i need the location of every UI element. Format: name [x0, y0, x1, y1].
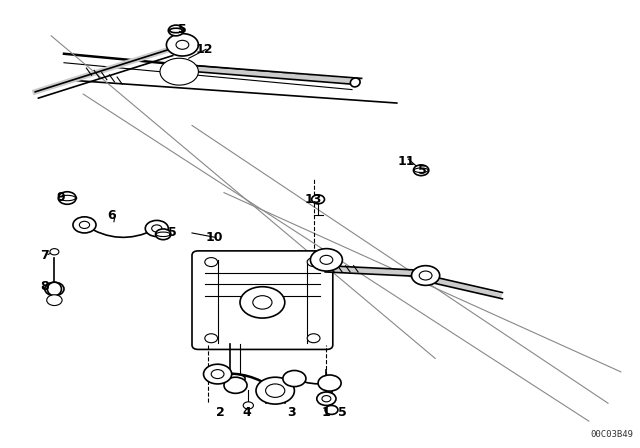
Circle shape — [58, 192, 76, 204]
Circle shape — [160, 58, 198, 85]
Circle shape — [204, 364, 232, 384]
Circle shape — [312, 195, 324, 204]
Circle shape — [320, 255, 333, 264]
Text: 9: 9 — [56, 190, 65, 204]
Circle shape — [413, 165, 429, 176]
Text: 6: 6 — [108, 208, 116, 222]
Text: 5: 5 — [338, 405, 347, 419]
Circle shape — [243, 402, 253, 409]
Text: 11: 11 — [397, 155, 415, 168]
Ellipse shape — [414, 168, 428, 172]
Circle shape — [266, 384, 285, 397]
Ellipse shape — [47, 282, 61, 296]
Text: 1: 1 — [322, 405, 331, 419]
Ellipse shape — [226, 374, 245, 383]
Circle shape — [47, 295, 62, 306]
Circle shape — [168, 25, 184, 36]
Circle shape — [45, 282, 64, 296]
Circle shape — [240, 287, 285, 318]
Circle shape — [79, 221, 90, 228]
Text: 5: 5 — [418, 164, 427, 177]
Text: 3: 3 — [287, 405, 296, 419]
Text: 4: 4 — [242, 405, 251, 419]
Text: 10: 10 — [205, 231, 223, 244]
Circle shape — [307, 258, 320, 267]
Circle shape — [145, 220, 168, 237]
Circle shape — [256, 377, 294, 404]
Circle shape — [168, 64, 191, 80]
Circle shape — [318, 375, 341, 391]
Circle shape — [307, 334, 320, 343]
Text: 2: 2 — [216, 405, 225, 419]
Text: 7: 7 — [40, 249, 49, 262]
Circle shape — [205, 258, 218, 267]
Circle shape — [166, 34, 198, 56]
Text: 5: 5 — [168, 226, 177, 240]
Text: 13: 13 — [305, 193, 323, 206]
Text: 8: 8 — [40, 280, 49, 293]
Circle shape — [283, 370, 306, 387]
Circle shape — [253, 296, 272, 309]
Circle shape — [322, 396, 331, 402]
Circle shape — [152, 225, 162, 232]
Circle shape — [205, 334, 218, 343]
Circle shape — [310, 249, 342, 271]
Ellipse shape — [59, 195, 76, 201]
Ellipse shape — [156, 232, 170, 237]
Circle shape — [156, 229, 171, 240]
Ellipse shape — [170, 28, 182, 33]
FancyBboxPatch shape — [192, 251, 333, 349]
Ellipse shape — [350, 78, 360, 87]
Circle shape — [176, 40, 189, 49]
Circle shape — [419, 271, 432, 280]
Circle shape — [412, 266, 440, 285]
Circle shape — [73, 217, 96, 233]
Text: 12: 12 — [196, 43, 214, 56]
Circle shape — [325, 405, 338, 414]
Circle shape — [224, 377, 247, 393]
Circle shape — [50, 249, 59, 255]
Circle shape — [211, 370, 224, 379]
Text: 5: 5 — [178, 22, 187, 36]
Circle shape — [317, 392, 336, 405]
Text: 00C03B49: 00C03B49 — [591, 430, 634, 439]
